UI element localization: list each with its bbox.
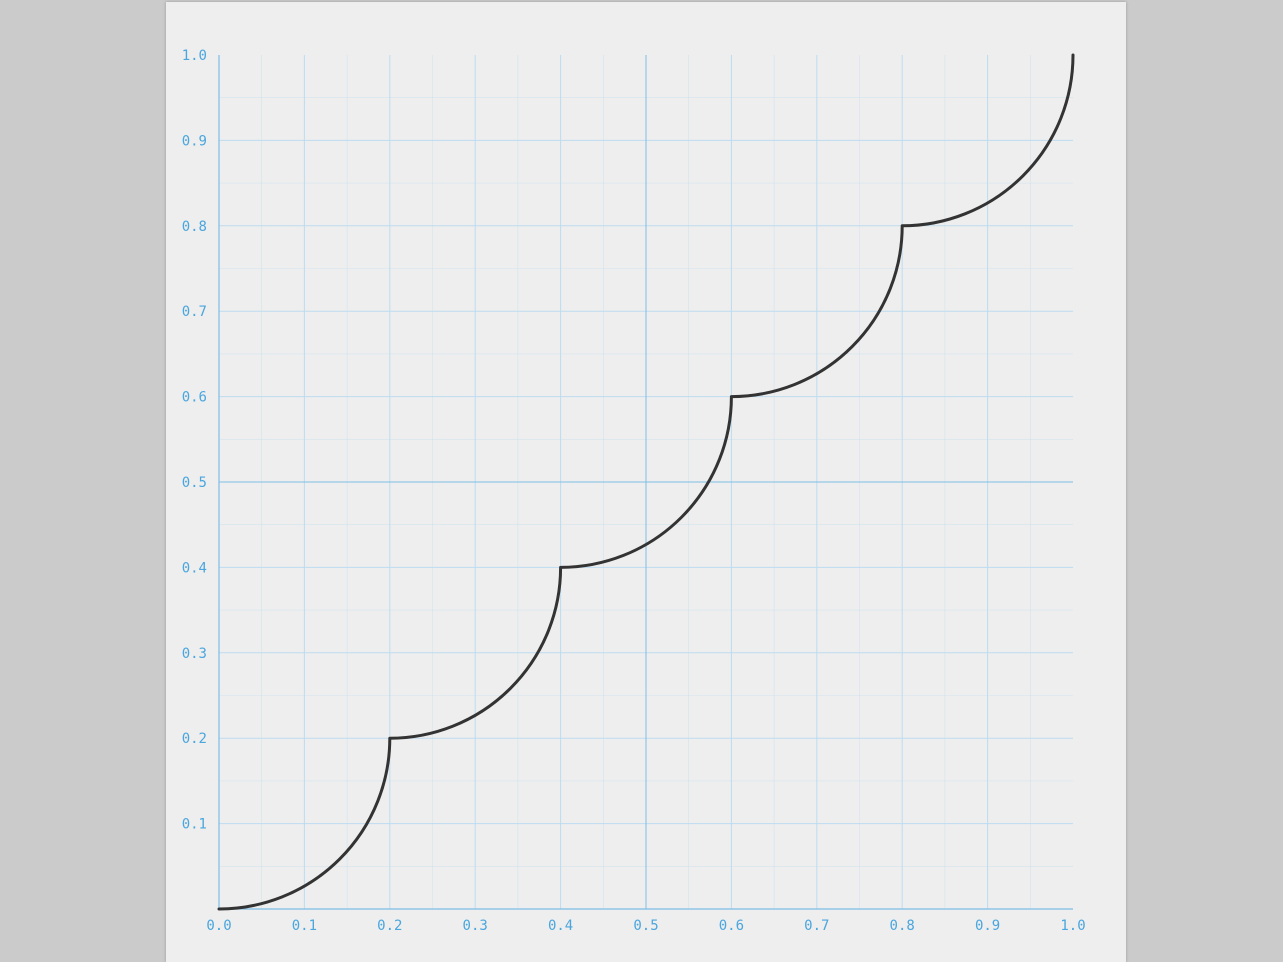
x-tick-label: 0.5 <box>633 918 658 934</box>
series-line <box>217 53 1075 911</box>
x-tick-label: 0.6 <box>719 918 744 934</box>
y-tick-label: 0.8 <box>182 219 207 235</box>
x-tick-label: 1.0 <box>1060 918 1085 934</box>
x-tick-label: 0.2 <box>377 918 402 934</box>
y-tick-label: 0.2 <box>182 731 207 747</box>
y-tick-label: 0.6 <box>182 390 207 406</box>
x-tick-label: 0.1 <box>292 918 317 934</box>
y-tick-label: 0.5 <box>182 475 207 491</box>
x-tick-label: 0.3 <box>463 918 488 934</box>
y-tick-label: 0.1 <box>182 817 207 833</box>
stair-arc-chart: 0.0 0.1 0.2 0.3 0.4 0.5 0.6 0.7 0.8 0.9 1.0 0.1 0.2 0… <box>182 48 1086 934</box>
y-tick-label: 0.9 <box>182 133 207 149</box>
y-tick-label: 0.7 <box>182 304 207 320</box>
x-tick-label: 0.0 <box>206 918 231 934</box>
x-tick-label: 0.9 <box>975 918 1000 934</box>
x-tick-label: 0.8 <box>890 918 915 934</box>
x-tick-label: 0.7 <box>804 918 829 934</box>
y-tick-label: 1.0 <box>182 48 207 64</box>
y-tick-label: 0.4 <box>182 560 207 576</box>
chart-paper: 0.0 0.1 0.2 0.3 0.4 0.5 0.6 0.7 0.8 0.9 1.0 0.1 0.2 0… <box>166 2 1126 962</box>
y-tick-label: 0.3 <box>182 646 207 662</box>
x-tick-label: 0.4 <box>548 918 573 934</box>
